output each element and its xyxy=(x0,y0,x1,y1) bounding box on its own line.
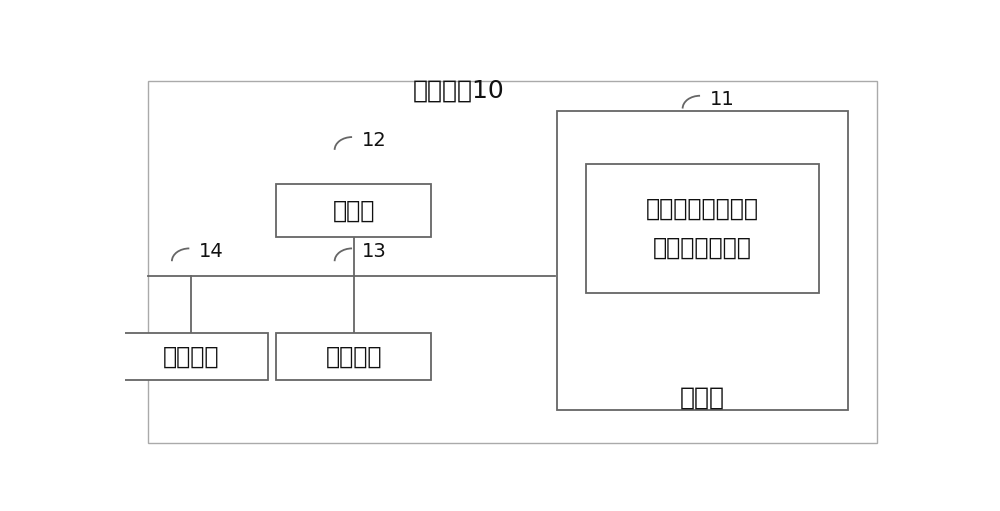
Text: 网络接口: 网络接口 xyxy=(325,344,382,368)
Text: 12: 12 xyxy=(361,131,386,150)
Text: 存储器: 存储器 xyxy=(680,386,725,410)
Text: 13: 13 xyxy=(361,242,386,261)
Text: 电子装置10: 电子装置10 xyxy=(412,79,504,103)
Bar xyxy=(276,333,431,380)
Bar xyxy=(557,110,848,409)
Text: 基于路况因子的车
险查勘调度程序: 基于路况因子的车 险查勘调度程序 xyxy=(646,197,759,260)
Text: 通信总线: 通信总线 xyxy=(163,344,219,368)
Bar xyxy=(276,184,431,238)
Bar xyxy=(586,164,819,293)
Text: 11: 11 xyxy=(710,89,735,108)
Bar xyxy=(113,333,268,380)
Text: 处理器: 处理器 xyxy=(332,199,375,223)
Text: 14: 14 xyxy=(199,242,223,261)
